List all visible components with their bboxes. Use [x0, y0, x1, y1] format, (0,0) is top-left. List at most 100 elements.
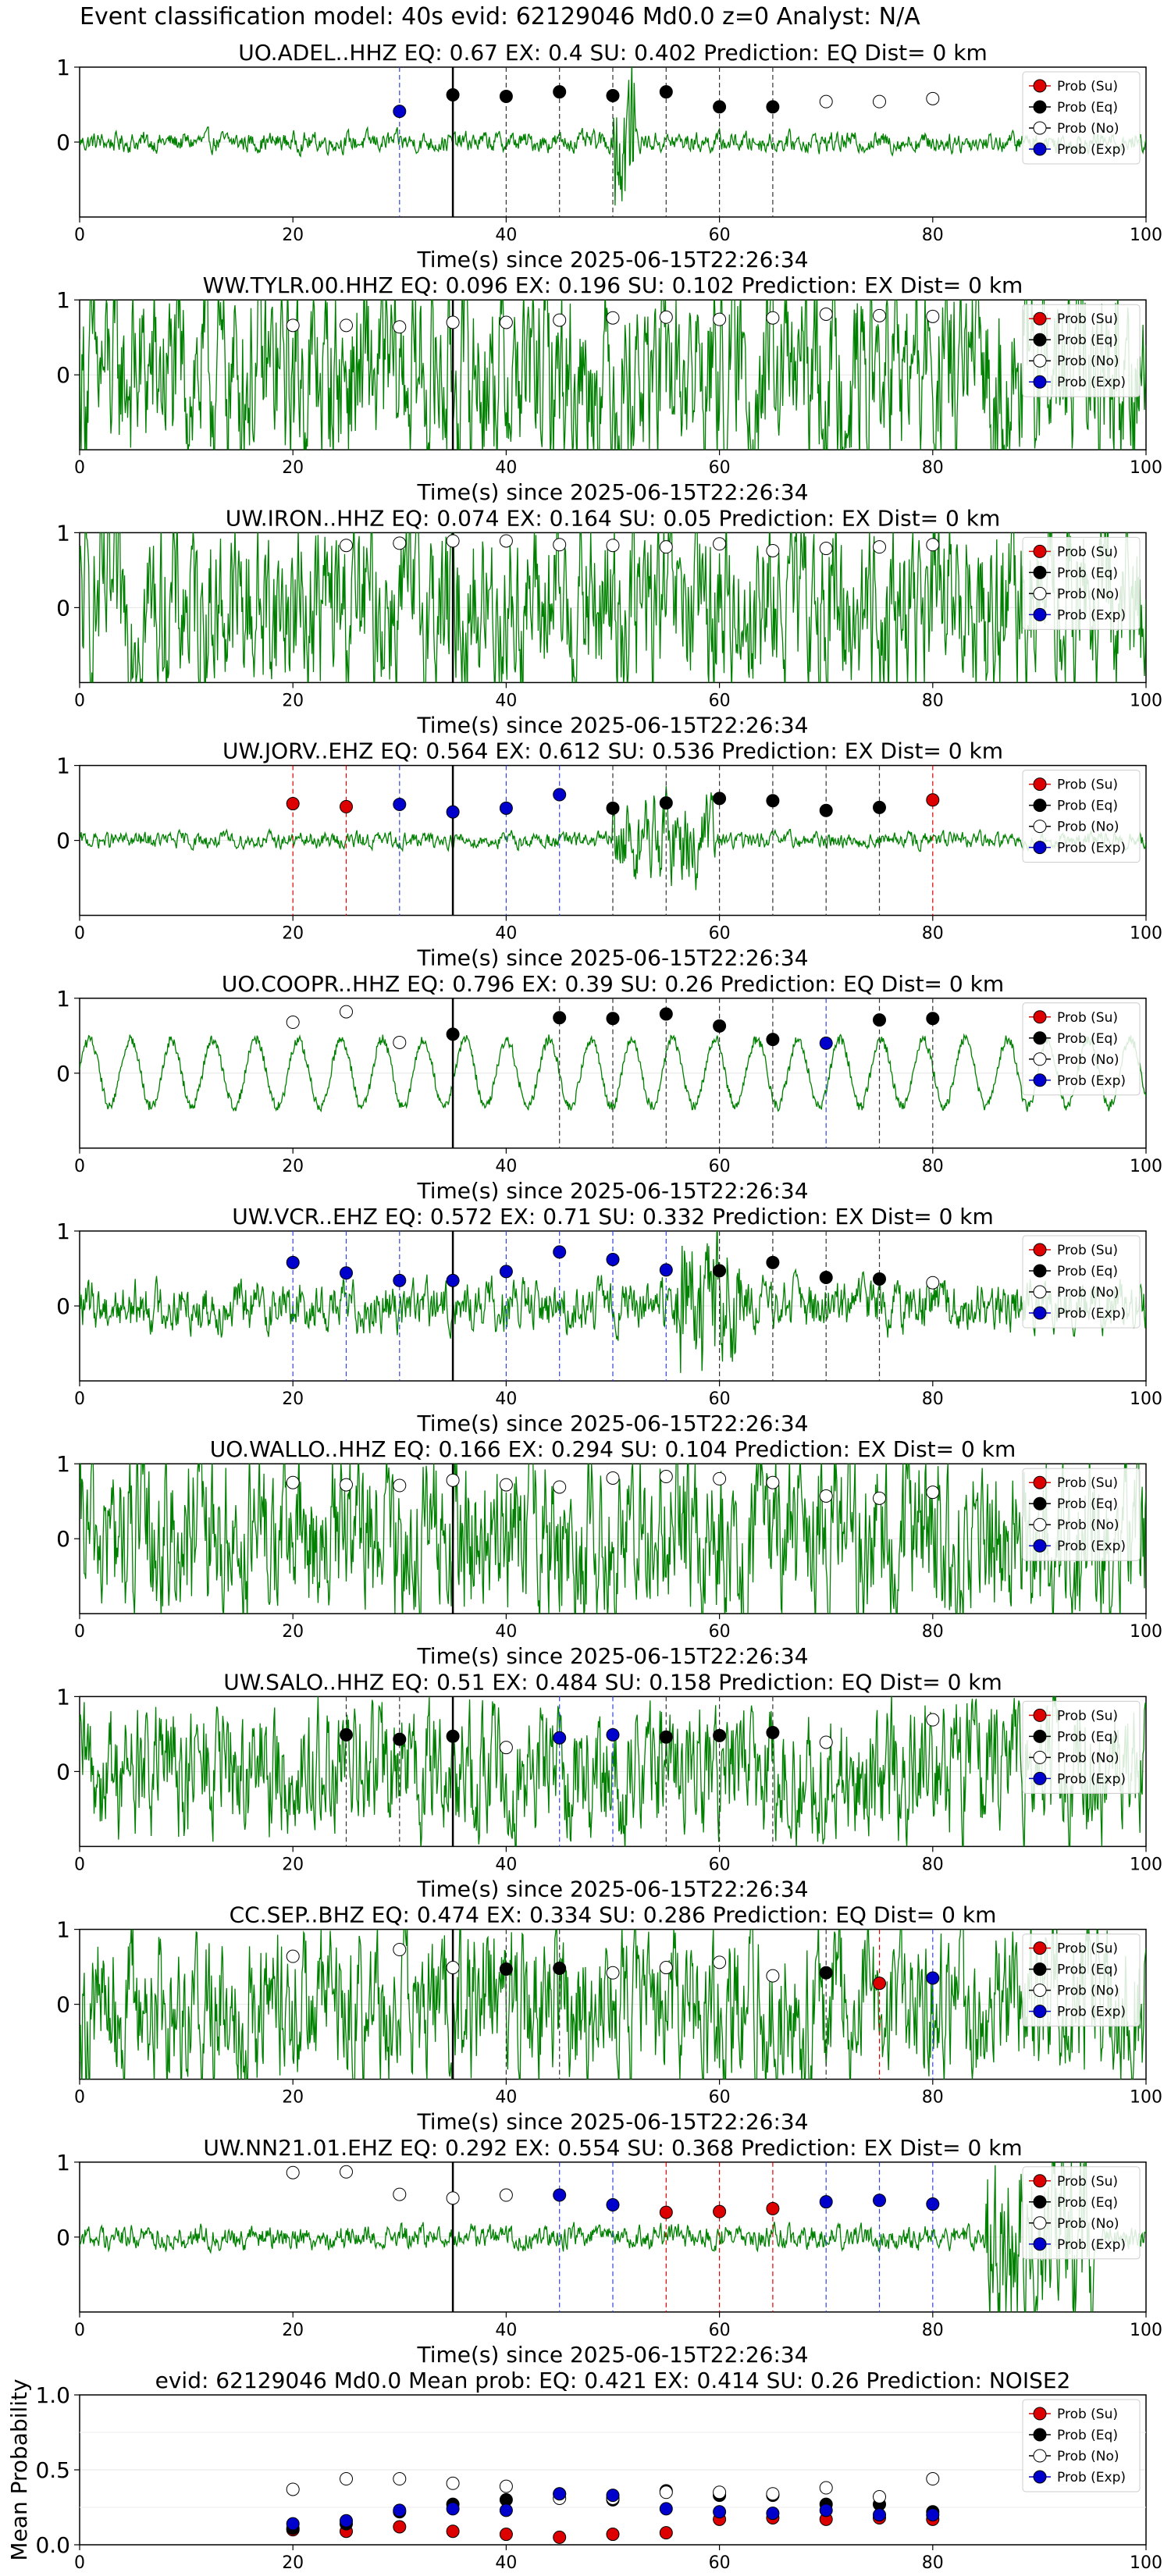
- prob-point-no: [926, 1713, 940, 1727]
- x-tick-label: 40: [495, 1157, 517, 1176]
- legend-label-no: Prob (No): [1057, 2449, 1119, 2464]
- mean-point-exp: [873, 2508, 886, 2522]
- prob-point-no: [553, 313, 567, 327]
- x-tick-label: 0: [74, 691, 85, 710]
- mean-point-exp: [393, 2503, 407, 2517]
- x-tick-label: 60: [709, 1855, 731, 1874]
- x-tick-label: 60: [709, 1622, 731, 1642]
- y-tick-label: 1: [56, 1917, 70, 1943]
- prob-point-no: [873, 308, 886, 322]
- prob-point-eq: [766, 794, 780, 808]
- prob-point-eq: [340, 1727, 353, 1742]
- legend-label-exp: Prob (Exp): [1057, 1306, 1126, 1322]
- y-tick-label: 0: [56, 1992, 70, 2018]
- legend-marker-exp: [1033, 375, 1047, 389]
- mean-point-su: [553, 2530, 567, 2544]
- mean-point-exp: [286, 2517, 300, 2531]
- legend-marker-exp: [1033, 1771, 1047, 1785]
- legend-marker-exp: [1033, 1073, 1047, 1087]
- legend-marker-exp: [1033, 607, 1047, 621]
- legend-box: [1022, 2166, 1141, 2260]
- y-tick-label: 1: [56, 1219, 70, 1244]
- legend-marker-no: [1033, 121, 1047, 135]
- prob-point-eq: [766, 1725, 780, 1739]
- prob-point-no: [286, 318, 300, 333]
- legend-marker-su: [1033, 1475, 1047, 1489]
- x-tick-label: 20: [282, 691, 304, 710]
- legend-label-exp: Prob (Exp): [1057, 1073, 1126, 1089]
- legend-marker-eq: [1033, 1496, 1047, 1510]
- legend-marker-exp: [1033, 2005, 1047, 2019]
- prob-point-su: [659, 2205, 673, 2219]
- legend-label-su: Prob (Su): [1057, 79, 1118, 94]
- prob-point-eq: [713, 792, 727, 806]
- legend-label-no: Prob (No): [1057, 2216, 1119, 2232]
- prob-point-no: [499, 315, 513, 329]
- x-tick-label: 80: [922, 2321, 944, 2340]
- prob-point-eq: [659, 1730, 673, 1744]
- prob-point-exp: [659, 1263, 673, 1277]
- prob-point-no: [713, 537, 727, 551]
- x-tick-label: 100: [1130, 2321, 1162, 2340]
- x-axis-label: Time(s) since 2025-06-15T22:26:34: [416, 945, 808, 971]
- legend-marker-su: [1033, 1243, 1047, 1257]
- legend-marker-no: [1033, 1285, 1047, 1299]
- legend-marker-no: [1033, 2449, 1047, 2463]
- waveform-trace: [80, 1464, 1146, 1614]
- legend-marker-eq: [1033, 1962, 1047, 1976]
- y-tick-label: 1: [56, 753, 70, 779]
- prob-point-exp: [393, 105, 407, 119]
- prob-point-no: [393, 2187, 407, 2201]
- y-tick-label: 0: [56, 2225, 70, 2250]
- y-tick-label: 1.0: [35, 2382, 70, 2408]
- prob-point-exp: [606, 2198, 620, 2212]
- legend-marker-eq: [1033, 100, 1047, 114]
- prob-point-eq: [553, 85, 567, 99]
- prob-point-no: [553, 538, 567, 552]
- mean-point-su: [499, 2528, 513, 2542]
- legend-marker-eq: [1033, 1264, 1047, 1278]
- x-tick-label: 60: [709, 2553, 731, 2573]
- y-tick-label: 0: [56, 362, 70, 388]
- y-tick-label: 0: [56, 595, 70, 621]
- prob-point-exp: [553, 1245, 567, 1259]
- legend-label-su: Prob (Su): [1057, 1708, 1118, 1724]
- x-tick-label: 40: [495, 2553, 517, 2573]
- legend-label-eq: Prob (Eq): [1057, 2428, 1118, 2443]
- legend-label-su: Prob (Su): [1057, 544, 1118, 560]
- legend-marker-su: [1033, 1708, 1047, 1722]
- panel-title: UW.JORV..EHZ EQ: 0.564 EX: 0.612 SU: 0.5…: [222, 738, 1003, 764]
- prob-point-no: [606, 539, 620, 553]
- x-tick-label: 20: [282, 2088, 304, 2108]
- prob-point-exp: [819, 2195, 833, 2209]
- x-tick-label: 0: [74, 1157, 85, 1176]
- x-tick-label: 60: [709, 691, 731, 710]
- prob-point-no: [926, 1276, 940, 1290]
- prob-point-su: [340, 799, 353, 813]
- x-tick-label: 60: [709, 1389, 731, 1409]
- prob-point-no: [659, 540, 673, 554]
- legend-label-eq: Prob (Eq): [1057, 1264, 1118, 1279]
- prob-point-eq: [553, 1962, 567, 1976]
- y-tick-label: 0: [56, 1061, 70, 1087]
- legend-label-eq: Prob (Eq): [1057, 799, 1118, 814]
- x-tick-label: 100: [1130, 1389, 1162, 1409]
- x-tick-label: 60: [709, 2088, 731, 2108]
- prob-point-eq: [766, 1255, 780, 1269]
- prob-point-no: [766, 311, 780, 325]
- legend-label-no: Prob (No): [1057, 1984, 1119, 1999]
- legend-box: [1022, 304, 1141, 397]
- mean-point-exp: [606, 2489, 620, 2503]
- prob-point-no: [606, 1471, 620, 1485]
- x-tick-label: 20: [282, 1622, 304, 1642]
- prob-point-eq: [819, 1271, 833, 1285]
- prob-point-no: [819, 307, 833, 321]
- legend-marker-eq: [1033, 1729, 1047, 1743]
- prob-point-no: [819, 542, 833, 556]
- prob-point-no: [340, 2165, 353, 2179]
- legend-marker-su: [1033, 1010, 1047, 1024]
- x-tick-label: 80: [922, 2553, 944, 2573]
- legend-marker-su: [1033, 311, 1047, 326]
- x-tick-label: 80: [922, 2088, 944, 2108]
- legend-marker-eq: [1033, 799, 1047, 813]
